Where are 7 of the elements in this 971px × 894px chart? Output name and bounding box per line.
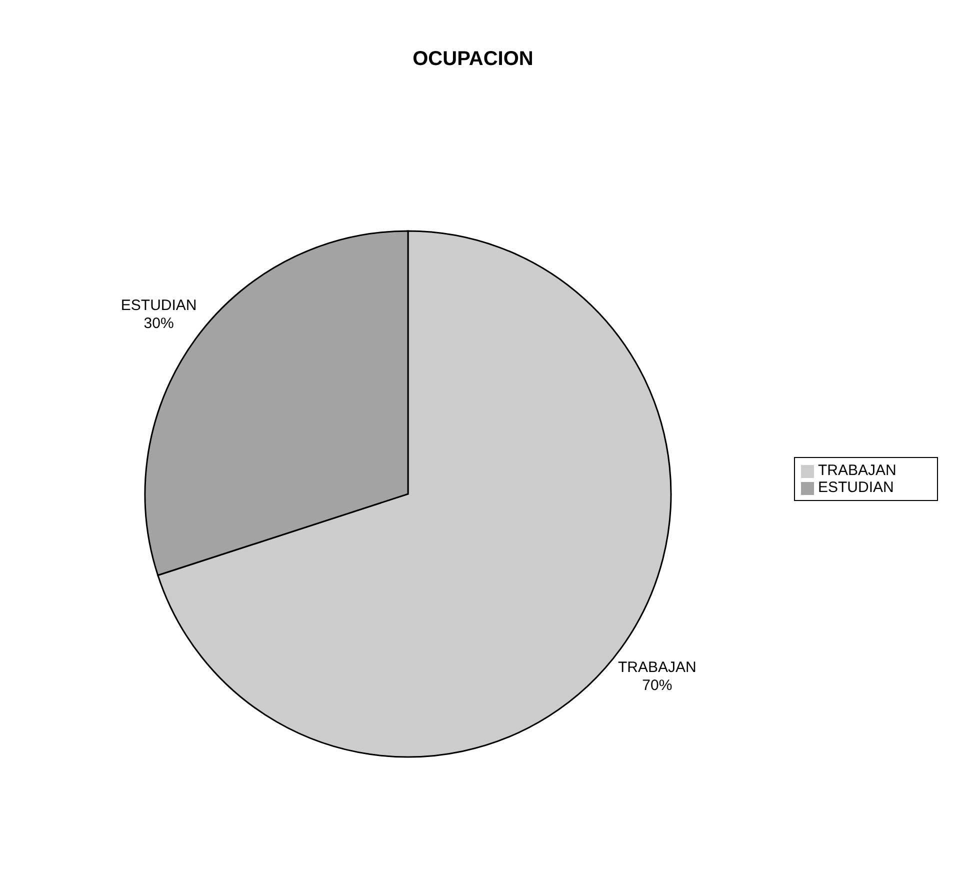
slice-label: ESTUDIAN: [120, 296, 197, 314]
legend-label: ESTUDIAN: [818, 479, 894, 496]
chart-title: OCUPACION: [412, 47, 534, 72]
data-label: 70%: [642, 677, 672, 694]
legend-label: TRABAJAN: [818, 462, 896, 479]
data-label: 30%: [144, 314, 174, 332]
slice-label: TRABAJAN: [618, 659, 696, 676]
